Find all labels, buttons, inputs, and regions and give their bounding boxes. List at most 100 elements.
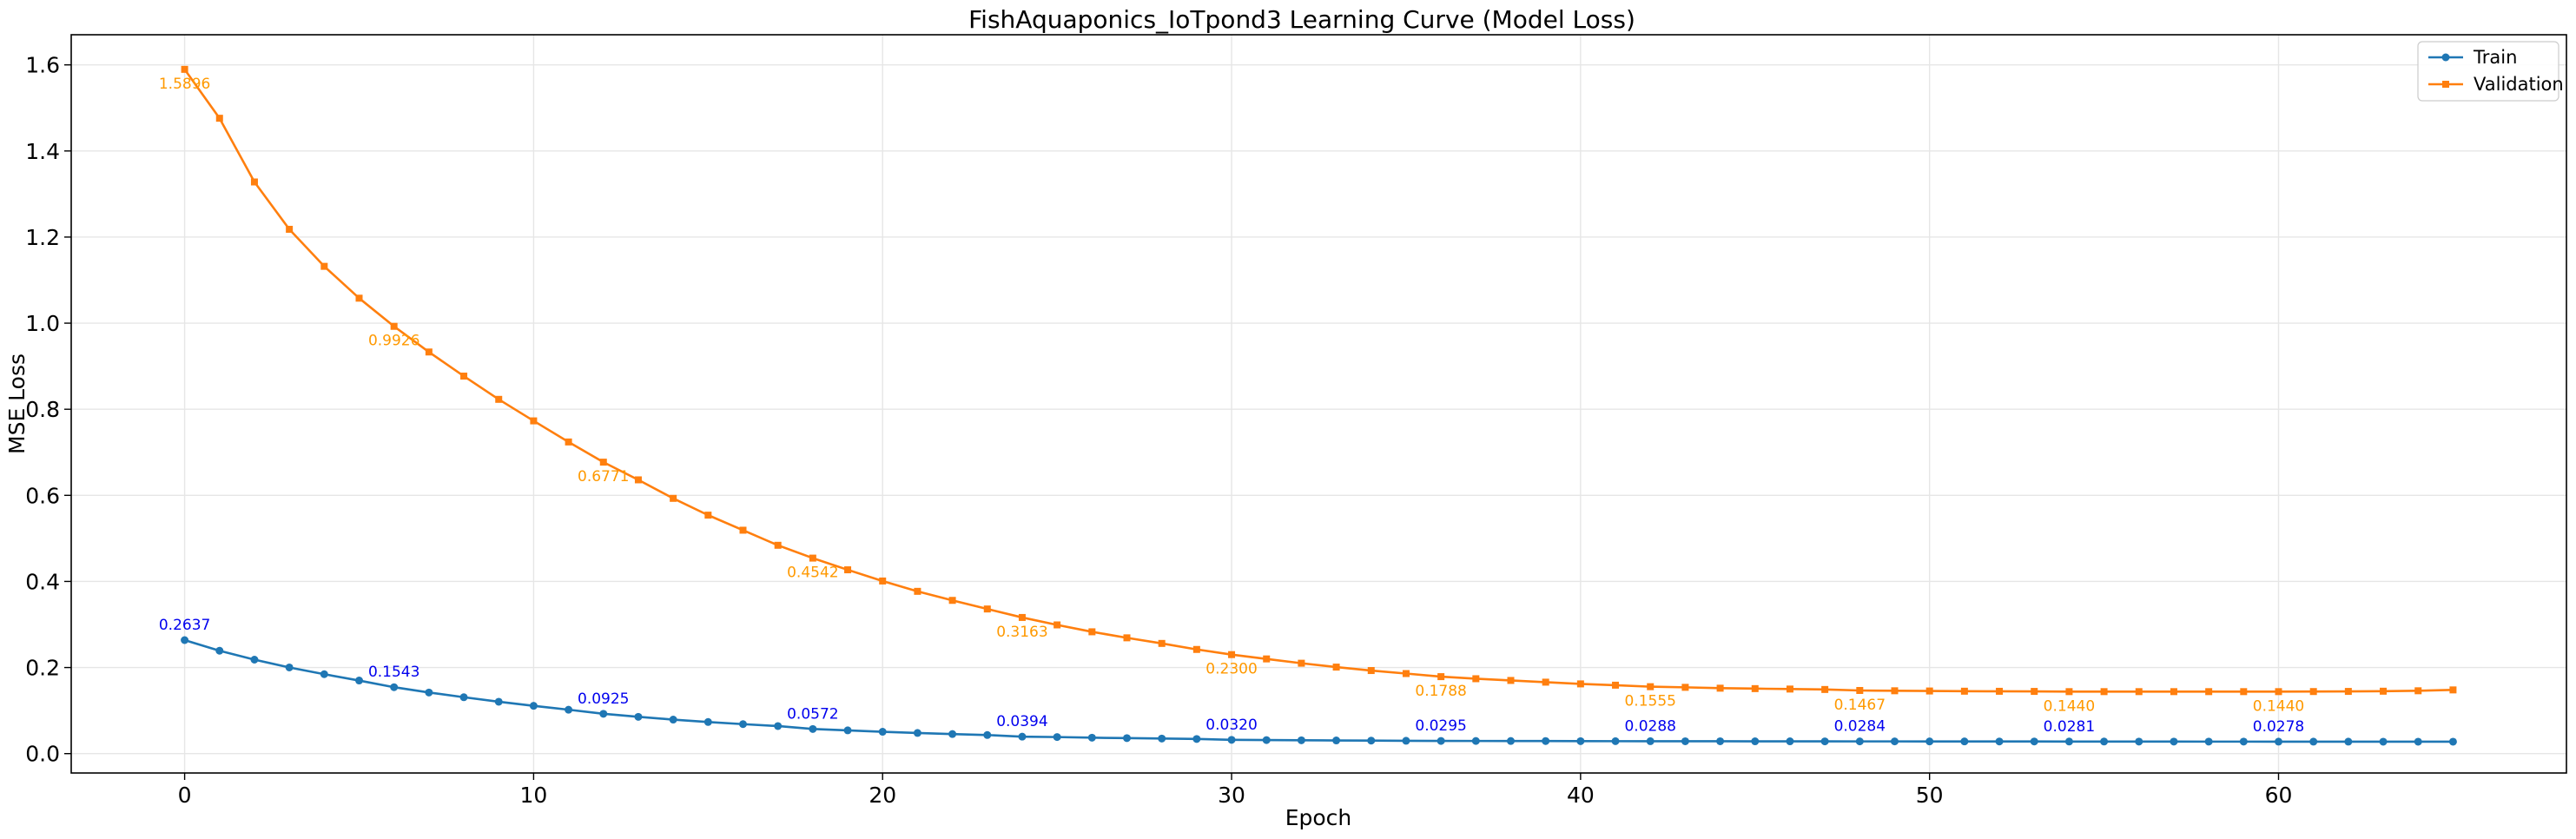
data-point	[1891, 737, 1899, 746]
data-label: 0.1788	[1415, 683, 1466, 700]
data-label: 0.2300	[1205, 661, 1257, 678]
data-point	[2064, 737, 2073, 746]
data-point	[878, 728, 887, 737]
x-tick-label: 20	[869, 783, 896, 808]
data-point	[1192, 735, 1201, 743]
x-tick-label: 60	[2265, 783, 2293, 808]
data-point	[2135, 688, 2143, 696]
data-label: 0.3163	[996, 624, 1047, 641]
y-tick-label: 1.4	[25, 139, 60, 164]
data-point	[494, 697, 503, 706]
data-point	[1995, 737, 2004, 746]
data-point	[809, 724, 817, 733]
data-point	[1192, 645, 1200, 653]
data-point	[1820, 737, 1829, 746]
data-point	[1786, 737, 1794, 746]
data-point	[844, 566, 852, 574]
data-point	[1646, 737, 1655, 745]
data-point	[1786, 685, 1793, 693]
data-label: 0.0295	[1415, 717, 1466, 735]
annotation-layer: 0.2637 0.1543 0.0925 0.0572 0.0394 0.0320 0.02…	[159, 76, 2304, 736]
data-point	[390, 683, 399, 691]
data-point	[1891, 687, 1899, 695]
series-validation	[181, 65, 2457, 696]
data-point	[2030, 737, 2038, 746]
data-point	[460, 373, 468, 380]
data-point	[529, 702, 538, 710]
data-point	[1054, 621, 1061, 629]
data-point	[1681, 737, 1689, 745]
data-point	[1856, 686, 1864, 694]
data-point	[1088, 628, 1096, 636]
x-tick-label: 30	[1218, 783, 1245, 808]
y-tick-label: 0.2	[25, 656, 60, 681]
data-point	[181, 65, 188, 73]
chart-title: FishAquaponics_IoTpond3 Learning Curve (…	[968, 5, 1635, 34]
data-point	[530, 417, 538, 425]
data-label: 0.0572	[787, 705, 838, 723]
data-point	[1263, 655, 1271, 663]
data-point	[425, 348, 433, 356]
data-label: 0.0281	[2044, 718, 2095, 736]
data-point	[2344, 688, 2352, 696]
data-label: 0.1555	[1624, 693, 1675, 710]
series-train	[181, 636, 2457, 746]
data-point	[599, 459, 607, 466]
data-point	[2379, 737, 2388, 746]
data-point	[320, 262, 328, 270]
data-point	[843, 726, 852, 735]
data-point	[1158, 639, 1166, 647]
data-point	[215, 115, 223, 122]
data-point	[1018, 613, 1026, 621]
data-point	[2414, 687, 2422, 695]
data-point	[1716, 737, 1725, 745]
data-point	[1227, 736, 1236, 744]
x-tick-label: 10	[520, 783, 548, 808]
data-label: 0.1467	[1834, 697, 1886, 714]
data-point	[1332, 737, 1341, 745]
y-axis-ticks: 0.0 0.2 0.4 0.6 0.8 1.0 1.2 1.4 1.6	[25, 53, 71, 767]
data-point	[1053, 733, 1061, 742]
data-point	[1367, 737, 1376, 745]
data-point	[1158, 734, 1166, 743]
data-point	[1716, 684, 1724, 692]
data-point	[599, 710, 608, 718]
data-label: 0.4542	[787, 565, 838, 582]
data-label: 0.0394	[996, 713, 1047, 730]
data-label: 0.0288	[1624, 717, 1675, 735]
data-point	[774, 541, 782, 549]
data-point	[703, 717, 712, 726]
data-point	[2205, 688, 2213, 696]
x-tick-label: 50	[1916, 783, 1944, 808]
data-point	[215, 646, 224, 655]
data-point	[2344, 737, 2353, 746]
data-point	[1925, 687, 1933, 695]
data-point	[390, 322, 398, 330]
data-point	[1228, 651, 1236, 658]
data-point	[2065, 688, 2073, 696]
data-point	[565, 705, 573, 714]
data-label: 0.0320	[1205, 717, 1257, 734]
data-label: 0.0284	[1834, 718, 1886, 736]
data-point	[2449, 686, 2457, 694]
series-line-train	[184, 638, 2454, 743]
data-point	[1542, 737, 1550, 745]
data-label: 0.1440	[2253, 697, 2304, 715]
data-point	[1262, 736, 1271, 744]
data-point	[2240, 688, 2248, 696]
data-point	[1576, 737, 1585, 745]
data-point	[2204, 737, 2213, 746]
data-point	[1087, 733, 1096, 742]
data-point	[1542, 678, 1549, 686]
data-point	[1507, 737, 1515, 745]
y-tick-label: 0.6	[25, 483, 60, 508]
data-point	[1437, 673, 1445, 681]
data-point	[1960, 687, 1968, 695]
data-point	[1437, 737, 1445, 745]
data-point	[1471, 737, 1480, 745]
y-tick-label: 1.0	[25, 311, 60, 336]
plot-frame	[70, 34, 2567, 774]
data-point	[914, 587, 921, 595]
